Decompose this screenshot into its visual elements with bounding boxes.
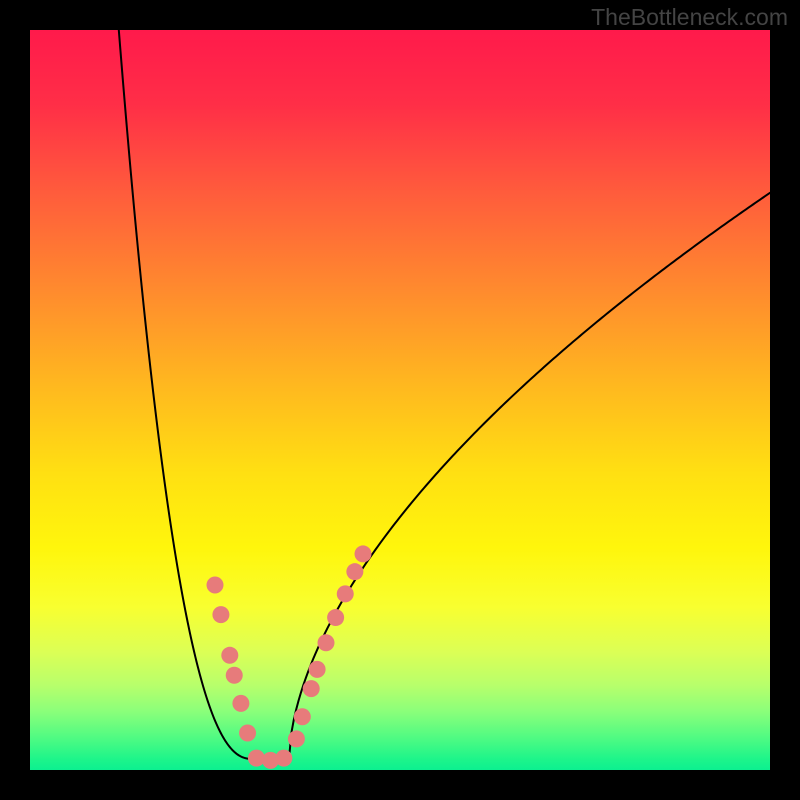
plot-area — [30, 30, 770, 770]
bottleneck-chart — [30, 30, 770, 770]
figure-container: TheBottleneck.com — [0, 0, 800, 800]
watermark-text: TheBottleneck.com — [591, 4, 788, 31]
